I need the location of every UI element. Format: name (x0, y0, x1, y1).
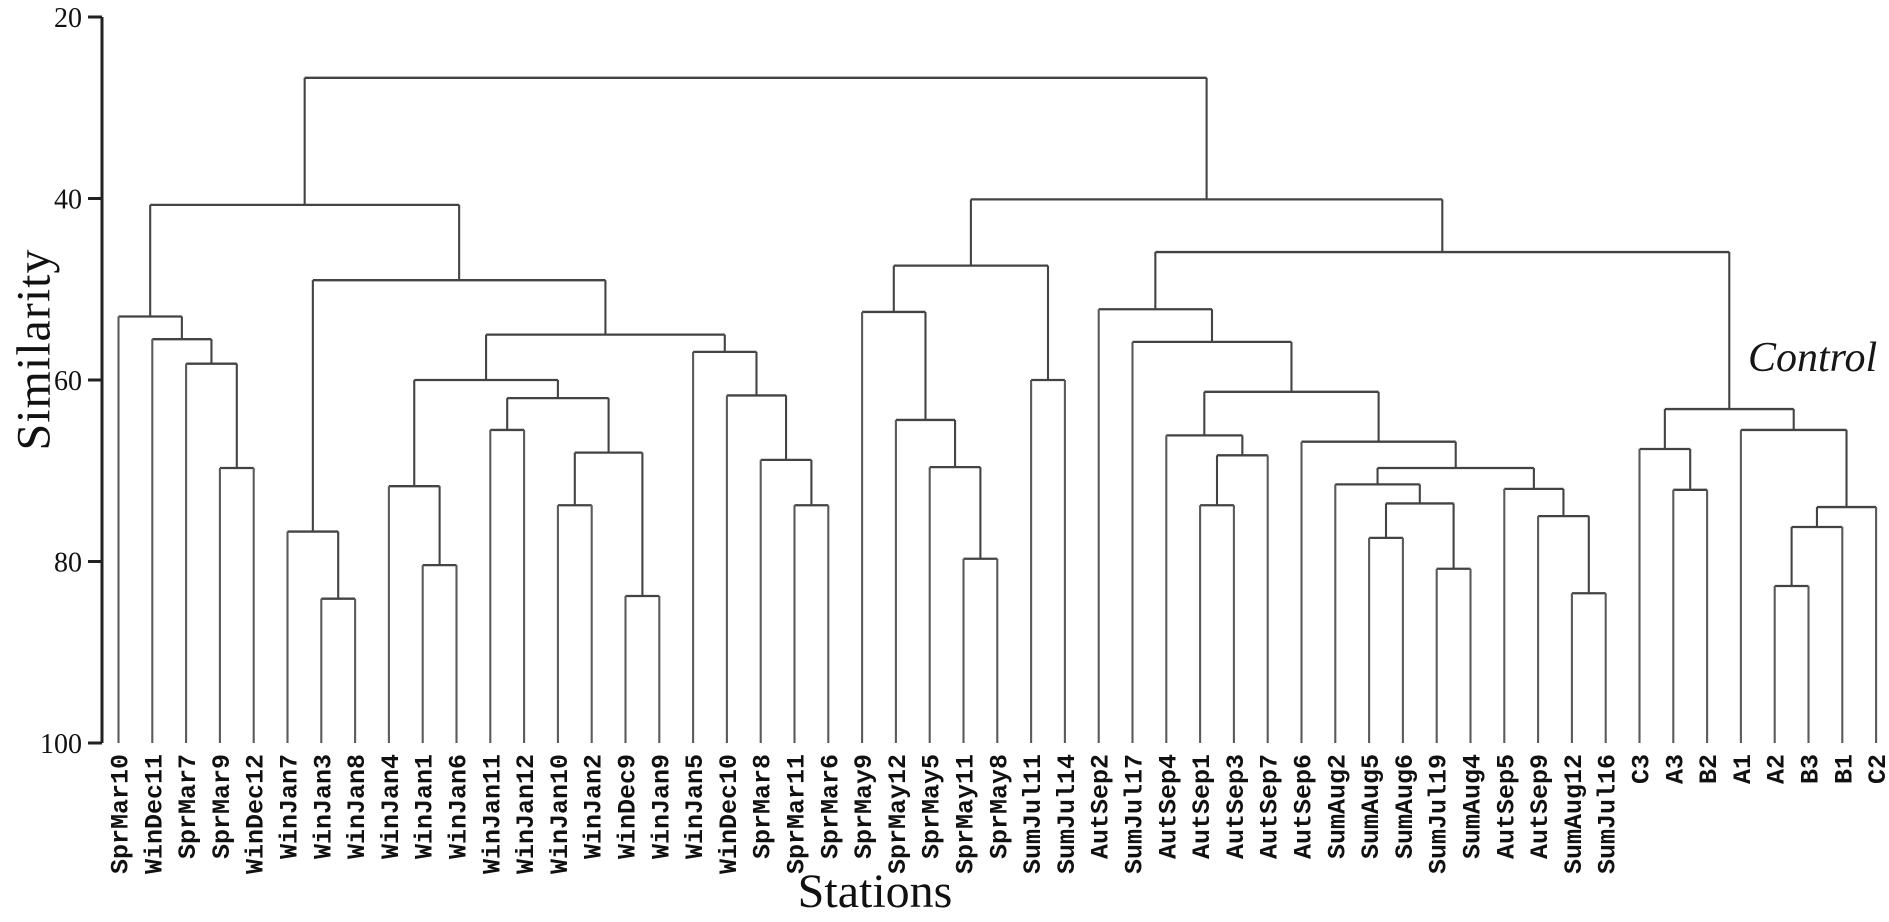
leaf-label: C2 (1864, 754, 1889, 784)
leaf-label: SumJul17 (1121, 754, 1150, 874)
leaf-label: SprMay11 (952, 754, 981, 874)
y-tick-label: 60 (54, 366, 82, 397)
leaf-label: WinJan3 (309, 754, 338, 859)
leaf-label: SprMar7 (174, 754, 203, 859)
leaf-label: SprMar8 (749, 754, 778, 859)
leaf-label: WinJan6 (445, 754, 474, 859)
leaf-label: AutSep6 (1290, 754, 1319, 859)
leaf-label: WinJan9 (647, 754, 676, 859)
leaf-label: A3 (1661, 754, 1690, 784)
leaf-label: SprMar9 (208, 754, 237, 859)
leaf-label: WinJan4 (377, 754, 406, 859)
leaf-label: AutSep5 (1492, 754, 1521, 859)
leaf-label: WinDec9 (614, 754, 643, 859)
leaf-label: WinJan12 (512, 754, 541, 874)
leaf-label: AutSep9 (1526, 754, 1555, 859)
leaf-label: B3 (1797, 754, 1826, 784)
leaf-label: C3 (1628, 754, 1657, 784)
leaf-label: WinDec10 (715, 754, 744, 874)
leaf-label: WinJan5 (681, 754, 710, 859)
leaf-label: SumJul19 (1425, 754, 1454, 874)
y-tick-label: 40 (54, 185, 82, 216)
control-annotation: Control (1748, 335, 1878, 381)
leaf-label: SumJul14 (1053, 754, 1082, 874)
leaf-label: AutSep7 (1256, 754, 1285, 859)
leaf-label: AutSep1 (1188, 754, 1217, 859)
leaf-label: WinJan8 (343, 754, 372, 859)
leaf-label: SprMar11 (783, 754, 812, 874)
leaf-label: AutSep4 (1154, 754, 1183, 859)
leaf-label: WinJan10 (546, 754, 575, 874)
leaf-label: SumJul11 (1019, 754, 1048, 874)
y-axis-title: Similarity (7, 248, 61, 451)
leaf-label: SumAug2 (1323, 754, 1352, 859)
x-axis-title: Stations (797, 865, 953, 918)
leaf-label: SumAug5 (1357, 754, 1386, 859)
leaf-label: A1 (1729, 754, 1758, 784)
leaf-label: B1 (1830, 754, 1859, 784)
leaf-label: AutSep3 (1222, 754, 1251, 859)
leaf-label: WinJan11 (478, 754, 507, 874)
leaf-label: WinJan1 (411, 754, 440, 859)
leaf-label: B2 (1695, 754, 1724, 784)
y-tick-label: 20 (54, 3, 82, 34)
y-tick-label: 80 (54, 548, 82, 579)
leaf-label: SumAug6 (1391, 754, 1420, 859)
leaf-label: SprMay5 (918, 754, 947, 859)
leaf-label: SprMay9 (850, 754, 879, 859)
leaf-label: SumJul16 (1594, 754, 1623, 874)
leaf-label: A2 (1763, 754, 1792, 784)
leaf-label: WinDec11 (140, 754, 169, 874)
leaf-label: WinJan7 (276, 754, 305, 859)
leaf-label: SprMay8 (985, 754, 1014, 859)
leaf-label: SprMar6 (816, 754, 845, 859)
leaf-label: SprMar10 (107, 754, 136, 874)
leaf-label: WinJan2 (580, 754, 609, 859)
leaf-label: AutSep2 (1087, 754, 1116, 859)
leaf-label: SumAug12 (1560, 754, 1589, 874)
leaf-label: SumAug4 (1459, 754, 1488, 859)
leaf-label: WinDec12 (242, 754, 271, 874)
y-tick-label: 100 (40, 729, 82, 760)
leaf-label: SprMay12 (884, 754, 913, 874)
